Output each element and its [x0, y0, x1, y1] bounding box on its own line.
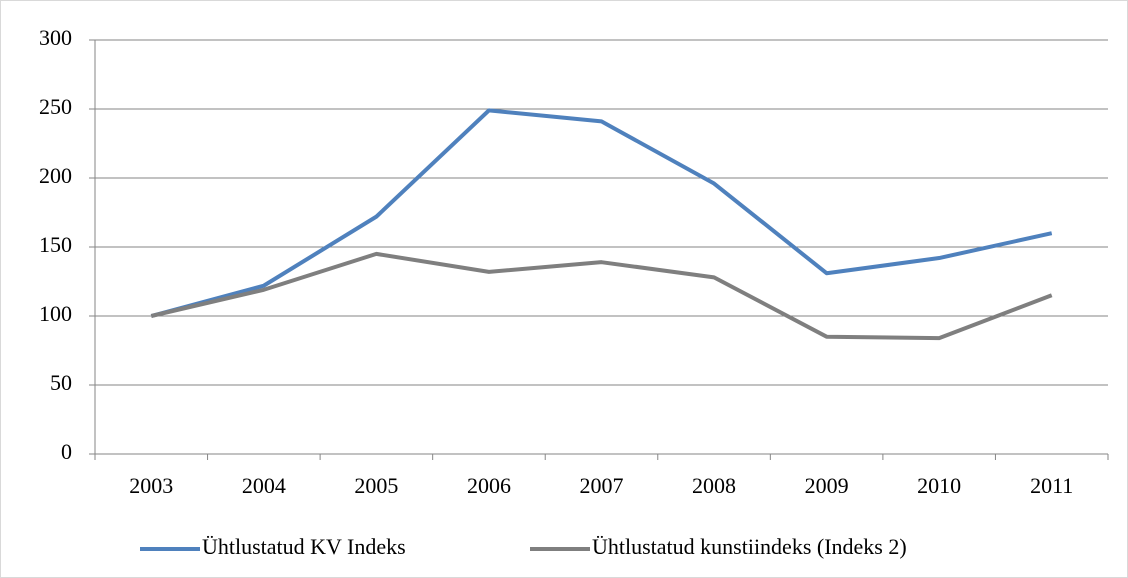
y-tick-label: 300	[39, 25, 72, 50]
y-tick-label: 250	[39, 94, 72, 119]
series-line	[150, 251, 1053, 341]
legend-label: Ühtlustatud KV Indeks	[202, 534, 406, 559]
x-tick-label: 2010	[917, 473, 961, 498]
series-line	[150, 108, 1053, 318]
legend-label: Ühtlustatud kunstiindeks (Indeks 2)	[592, 534, 907, 559]
x-tick-label: 2003	[129, 473, 173, 498]
y-tick-label: 0	[61, 439, 72, 464]
y-tick-label: 100	[39, 301, 72, 326]
x-tick-label: 2004	[242, 473, 286, 498]
y-tick-label: 150	[39, 232, 72, 257]
x-tick-label: 2011	[1030, 473, 1073, 498]
x-tick-label: 2008	[692, 473, 736, 498]
x-tick-label: 2006	[467, 473, 511, 498]
y-tick-label: 50	[50, 370, 72, 395]
y-tick-label: 200	[39, 163, 72, 188]
x-tick-label: 2005	[354, 473, 398, 498]
x-tick-label: 2007	[580, 473, 624, 498]
x-tick-label: 2009	[805, 473, 849, 498]
